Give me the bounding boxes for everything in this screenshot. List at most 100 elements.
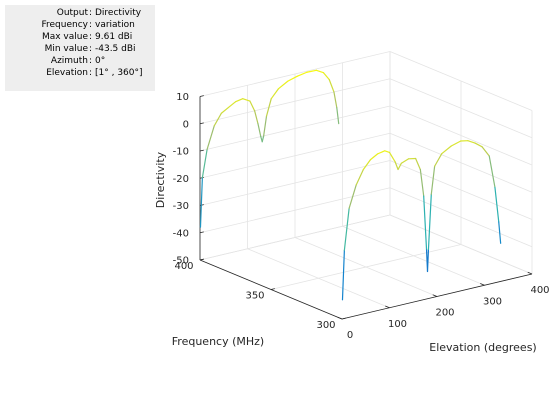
series-300-segment	[498, 221, 502, 244]
series-400-segment	[261, 135, 265, 143]
series-400-segment	[270, 88, 279, 100]
z-tick-label: 0	[183, 119, 189, 130]
info-value: 0°	[95, 56, 106, 66]
info-row-frequency: Frequency : variation	[5, 19, 155, 31]
series-400-segment	[235, 98, 244, 103]
floor-grid-line	[270, 244, 462, 290]
x-axis-label: Elevation (degrees)	[429, 341, 536, 354]
info-panel: Output : Directivity Frequency : variati…	[5, 5, 155, 91]
info-value: Directivity	[95, 8, 142, 18]
series-300-segment	[450, 140, 462, 147]
y-tick-mark	[341, 317, 346, 320]
x-tick-label: 400	[530, 285, 549, 296]
series-400-segment	[213, 112, 222, 127]
series-400-segment	[336, 107, 340, 125]
series-400-segment	[328, 78, 335, 93]
series-400-segment	[306, 69, 317, 73]
series-400-segment	[333, 91, 338, 109]
side-grid-line	[389, 51, 533, 111]
info-row-elevation: Elevation : [1° , 360°]	[5, 67, 155, 79]
series-400-segment	[199, 177, 203, 228]
z-tick-mark	[199, 122, 204, 125]
series-400-segment	[249, 100, 256, 112]
series-300-segment	[341, 249, 345, 301]
y-tick-label: 300	[316, 320, 335, 331]
info-value: 9.61 dBi	[95, 32, 133, 42]
info-separator: :	[89, 68, 93, 78]
series-400-segment	[201, 148, 208, 179]
side-grid-line	[389, 78, 533, 139]
z-tick-mark	[199, 258, 204, 261]
side-grid-line	[389, 187, 533, 248]
series-400-segment	[315, 69, 325, 74]
info-row-azimuth: Azimuth : 0°	[5, 55, 155, 67]
info-value: [1° , 360°]	[95, 68, 143, 78]
info-key: Elevation	[46, 68, 88, 78]
series-300-segment	[394, 161, 399, 171]
series-300-segment	[343, 207, 350, 251]
series-300-segment	[415, 157, 421, 171]
z-tick-label: -50	[173, 256, 189, 267]
z-tick-mark	[199, 95, 204, 97]
series-300-segment	[369, 153, 379, 161]
x-tick-mark	[480, 283, 485, 286]
series-300-segment	[427, 193, 432, 251]
series-300-segment	[467, 140, 476, 144]
info-key: Azimuth	[50, 56, 88, 66]
z-axis-label: Directivity	[154, 151, 167, 208]
info-key: Max value	[41, 32, 88, 42]
series-300-segment	[430, 165, 436, 195]
info-row-max-value: Max value : 9.61 dBi	[5, 31, 155, 43]
x-tick-label: 300	[483, 296, 502, 307]
info-value: -43.5 dBi	[95, 44, 136, 54]
series-300-segment	[423, 195, 428, 251]
info-row-min-value: Min value : -43.5 dBi	[5, 43, 155, 55]
back-grid-line	[199, 214, 391, 261]
info-row-output: Output : Directivity	[5, 7, 155, 19]
info-separator: :	[89, 8, 93, 18]
series-300-segment	[348, 184, 357, 209]
x-tick-label: 200	[435, 308, 454, 319]
info-key: Min value	[44, 44, 88, 54]
series-400-segment	[242, 98, 251, 102]
series-300-segment	[434, 153, 443, 167]
y-tick-label: 400	[174, 261, 193, 272]
side-grid-line	[389, 160, 533, 220]
x-tick-mark	[385, 305, 390, 309]
series-300-segment	[426, 248, 430, 273]
series-400-segment	[257, 123, 262, 138]
back-grid-line	[199, 160, 391, 206]
series-300-segment	[384, 150, 391, 154]
z-tick-mark	[199, 149, 204, 152]
side-grid-line	[389, 105, 533, 166]
series-300-segment	[400, 158, 410, 164]
info-separator: :	[89, 20, 93, 30]
series-300-segment	[397, 162, 402, 171]
grid-lines	[199, 51, 533, 320]
info-separator: :	[89, 44, 93, 54]
back-grid-line	[199, 187, 391, 234]
z-tick-mark	[199, 231, 204, 234]
series-400-segment	[265, 98, 272, 117]
back-grid-line	[199, 51, 391, 97]
info-separator: :	[89, 56, 93, 66]
side-grid-line	[389, 132, 533, 193]
series-300-segment	[488, 155, 496, 188]
z-tick-label: 10	[176, 92, 189, 103]
series-300-segment	[494, 186, 500, 223]
back-grid-line	[199, 132, 391, 179]
series-300-segment	[377, 150, 386, 155]
back-grid-line	[199, 105, 391, 152]
axes-panes	[200, 51, 532, 319]
series-300-segment	[474, 142, 483, 148]
x-tick-mark	[527, 271, 533, 275]
series-400-segment	[206, 125, 215, 150]
x-tick-mark	[337, 316, 343, 320]
series-300-segment	[419, 169, 425, 197]
series-400-segment	[263, 115, 268, 137]
x-tick-mark	[432, 294, 438, 297]
series-400-segment	[220, 106, 230, 114]
y-tick-mark	[270, 288, 275, 290]
series-400-segment	[254, 110, 259, 125]
